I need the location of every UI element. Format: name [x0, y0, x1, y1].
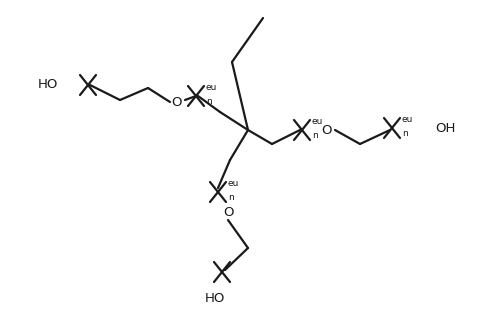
Text: n: n	[228, 194, 234, 203]
Text: O: O	[322, 123, 332, 137]
Text: eu: eu	[402, 115, 414, 124]
Text: HO: HO	[205, 292, 225, 305]
Text: O: O	[223, 205, 233, 219]
Text: eu: eu	[228, 180, 240, 189]
Text: OH: OH	[435, 122, 455, 135]
Text: n: n	[402, 130, 408, 138]
Text: eu: eu	[312, 117, 323, 127]
Text: O: O	[172, 95, 182, 108]
Text: eu: eu	[206, 84, 217, 93]
Text: n: n	[206, 98, 212, 107]
Text: HO: HO	[38, 78, 58, 92]
Text: n: n	[312, 131, 318, 140]
